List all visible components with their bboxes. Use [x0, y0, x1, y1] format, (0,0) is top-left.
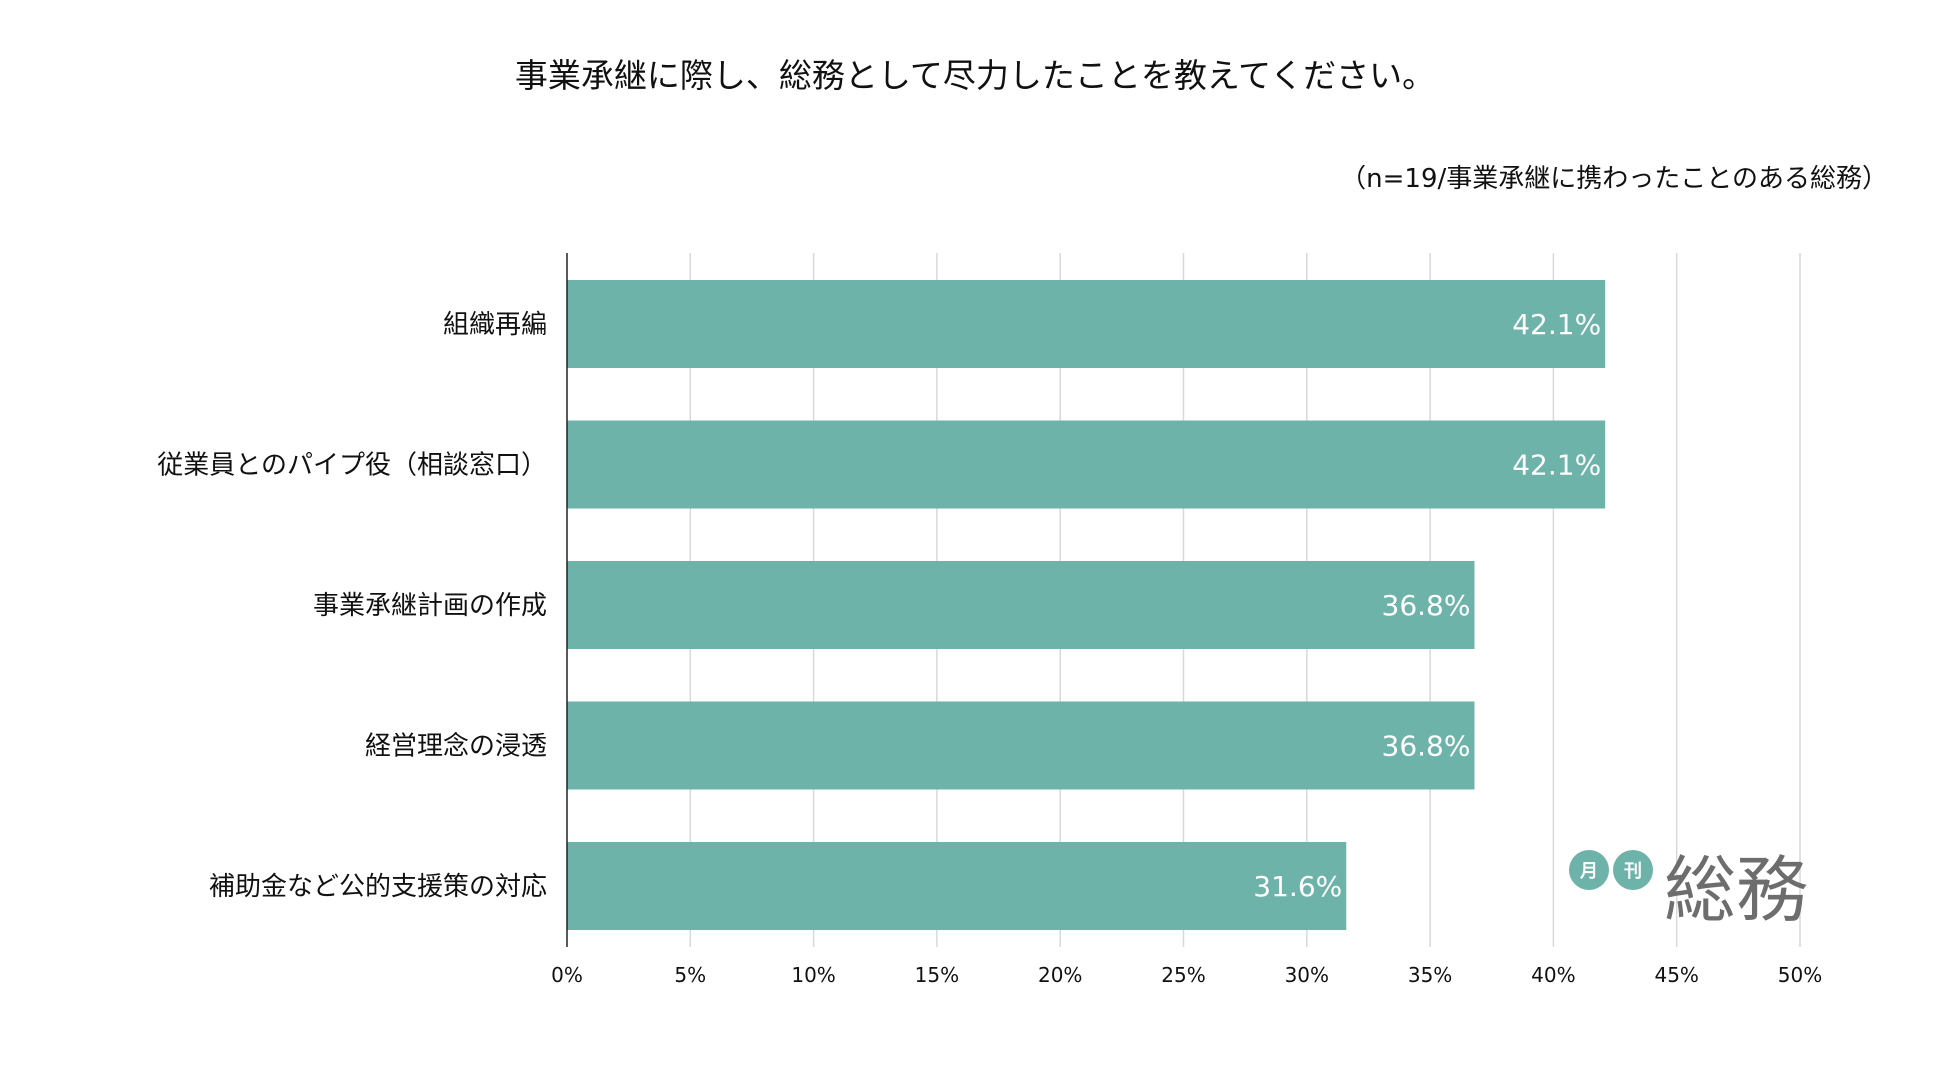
chart-subtitle: （n=19/事業承継に携わったことのある総務） [1340, 164, 1888, 194]
x-tick-label: 45% [1654, 963, 1698, 987]
data-label: 31.6% [1253, 870, 1342, 903]
bar [567, 420, 1606, 509]
x-tick-label: 30% [1285, 963, 1329, 987]
x-tick-label: 0% [551, 963, 583, 987]
bar-layer: 42.1% 42.1% 36.8% 36.8% 31.6% [567, 280, 1606, 930]
logo-badge-circle [1613, 850, 1653, 890]
category-label: 補助金など公的支援策の対応 [209, 872, 547, 902]
x-tick-label: 15% [915, 963, 959, 987]
axis-layer: 0% 5% 10% 15% 20% 25% 30% 35% 40% 45% 50% 組織再編従業員との… [157, 253, 1822, 987]
bar [567, 280, 1606, 368]
x-tick-label: 35% [1408, 963, 1452, 987]
x-tick-label: 25% [1161, 963, 1205, 987]
category-label: 事業承継計画の作成 [313, 591, 547, 621]
x-tick-label: 50% [1778, 963, 1822, 987]
bar [567, 561, 1475, 649]
bar [567, 842, 1347, 930]
x-tick-label: 40% [1531, 963, 1575, 987]
x-tick-label: 10% [791, 963, 835, 987]
category-label: 組織再編 [443, 310, 547, 340]
x-tick-label: 5% [674, 963, 706, 987]
brand-logo: 月 刊 総務 [1569, 848, 1808, 932]
data-label: 36.8% [1382, 589, 1471, 622]
category-label: 経営理念の浸透 [365, 732, 547, 762]
data-label: 42.1% [1512, 308, 1601, 341]
logo-badge-circle [1569, 850, 1609, 890]
x-tick-label: 20% [1038, 963, 1082, 987]
data-label: 36.8% [1382, 730, 1471, 763]
logo-wordmark: 総務 [1664, 848, 1808, 932]
logo-badge-text: 刊 [1624, 861, 1642, 882]
data-label: 42.1% [1512, 449, 1601, 482]
bar [567, 701, 1475, 790]
chart-title: 事業承継に際し、総務として尽力したことを教えてください。 [515, 56, 1435, 95]
logo-badge-text: 月 [1579, 861, 1598, 882]
category-label: 従業員とのパイプ役（相談窓口） [157, 451, 547, 481]
